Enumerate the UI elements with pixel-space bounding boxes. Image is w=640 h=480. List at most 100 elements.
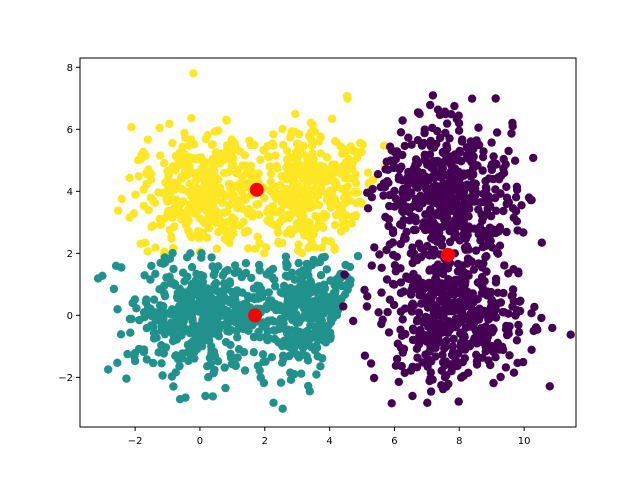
data-point bbox=[487, 165, 497, 175]
data-point bbox=[400, 141, 409, 151]
data-point bbox=[425, 376, 434, 386]
data-point bbox=[440, 307, 449, 316]
data-point bbox=[273, 228, 283, 237]
data-point bbox=[135, 315, 144, 325]
data-point bbox=[363, 292, 372, 301]
data-point bbox=[517, 201, 526, 210]
data-point bbox=[478, 216, 487, 226]
data-point bbox=[387, 146, 396, 155]
data-point bbox=[204, 221, 213, 230]
data-point bbox=[486, 360, 495, 370]
data-point bbox=[239, 348, 249, 357]
data-point bbox=[205, 203, 214, 213]
data-point bbox=[269, 130, 278, 139]
data-point bbox=[453, 155, 463, 165]
data-point bbox=[487, 138, 496, 147]
data-point bbox=[201, 135, 210, 144]
data-point bbox=[173, 154, 183, 164]
data-point bbox=[481, 241, 490, 251]
data-point bbox=[414, 239, 424, 248]
data-point bbox=[327, 170, 336, 179]
data-point bbox=[455, 146, 464, 156]
data-point bbox=[196, 324, 206, 333]
data-point bbox=[491, 185, 500, 194]
data-point bbox=[237, 301, 246, 310]
data-point bbox=[298, 273, 307, 282]
data-point bbox=[281, 252, 291, 261]
data-point bbox=[345, 280, 355, 289]
data-point bbox=[219, 308, 229, 317]
data-point bbox=[288, 204, 297, 213]
data-point bbox=[461, 245, 470, 254]
data-point bbox=[116, 330, 126, 339]
data-point bbox=[430, 263, 440, 272]
data-point bbox=[375, 250, 384, 259]
data-point bbox=[477, 273, 487, 282]
data-point bbox=[282, 155, 292, 164]
data-point bbox=[180, 128, 189, 137]
data-point bbox=[504, 269, 513, 278]
data-point bbox=[349, 316, 358, 326]
data-point bbox=[194, 205, 203, 214]
data-point bbox=[191, 279, 200, 289]
data-point bbox=[504, 198, 513, 207]
data-point bbox=[299, 230, 309, 240]
data-point bbox=[367, 261, 376, 270]
data-point bbox=[211, 278, 221, 288]
data-point bbox=[391, 155, 400, 164]
data-point bbox=[228, 300, 238, 309]
data-point bbox=[444, 317, 453, 326]
data-point bbox=[198, 228, 208, 237]
data-point bbox=[303, 356, 313, 365]
cluster-3-points bbox=[339, 91, 575, 408]
data-point bbox=[196, 286, 205, 296]
data-point bbox=[98, 271, 107, 280]
data-point bbox=[328, 314, 338, 323]
data-point bbox=[311, 211, 320, 221]
data-point bbox=[256, 155, 265, 165]
data-point bbox=[292, 331, 301, 340]
data-point bbox=[278, 404, 287, 413]
data-point bbox=[388, 226, 398, 235]
data-point bbox=[459, 371, 468, 381]
data-point bbox=[170, 222, 179, 231]
data-point bbox=[114, 206, 123, 215]
data-point bbox=[404, 207, 413, 217]
data-point bbox=[262, 319, 271, 328]
data-point bbox=[290, 225, 299, 234]
data-point bbox=[448, 347, 458, 356]
data-point bbox=[282, 184, 291, 194]
data-point bbox=[220, 168, 229, 178]
data-point bbox=[458, 284, 467, 294]
data-point bbox=[427, 172, 436, 182]
data-point bbox=[286, 133, 295, 142]
data-point bbox=[160, 247, 169, 256]
data-point bbox=[133, 156, 143, 165]
data-point bbox=[187, 154, 196, 164]
data-point bbox=[185, 285, 195, 295]
data-point bbox=[256, 373, 265, 382]
data-point bbox=[113, 305, 122, 314]
data-point bbox=[437, 173, 446, 182]
data-point bbox=[306, 226, 315, 236]
data-point bbox=[220, 363, 229, 372]
data-point bbox=[484, 327, 493, 337]
data-point bbox=[240, 151, 249, 160]
data-point bbox=[187, 263, 197, 272]
data-point bbox=[450, 322, 459, 332]
data-point bbox=[231, 361, 240, 371]
data-point bbox=[445, 237, 455, 247]
data-point bbox=[304, 185, 314, 194]
data-point bbox=[492, 206, 501, 215]
data-point bbox=[147, 261, 156, 271]
data-point bbox=[212, 196, 221, 205]
data-point bbox=[373, 170, 383, 179]
data-point bbox=[239, 324, 248, 334]
data-point bbox=[449, 334, 458, 344]
data-point bbox=[190, 181, 199, 190]
data-point bbox=[292, 350, 301, 359]
data-point bbox=[169, 382, 178, 391]
data-point bbox=[511, 193, 521, 202]
data-point bbox=[195, 293, 204, 302]
data-point bbox=[428, 91, 438, 100]
